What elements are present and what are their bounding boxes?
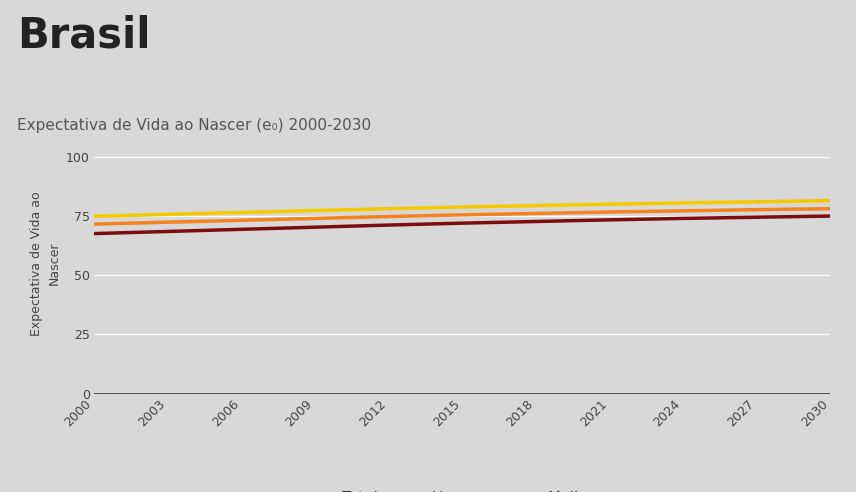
Legend: Total, Homens, Mulheres: Total, Homens, Mulheres [301, 485, 623, 492]
Text: Expectativa de Vida ao Nascer (e₀) 2000-2030: Expectativa de Vida ao Nascer (e₀) 2000-… [17, 118, 372, 133]
Y-axis label: Expectativa de Vida ao
Nascer: Expectativa de Vida ao Nascer [30, 191, 61, 336]
Text: Brasil: Brasil [17, 15, 151, 57]
